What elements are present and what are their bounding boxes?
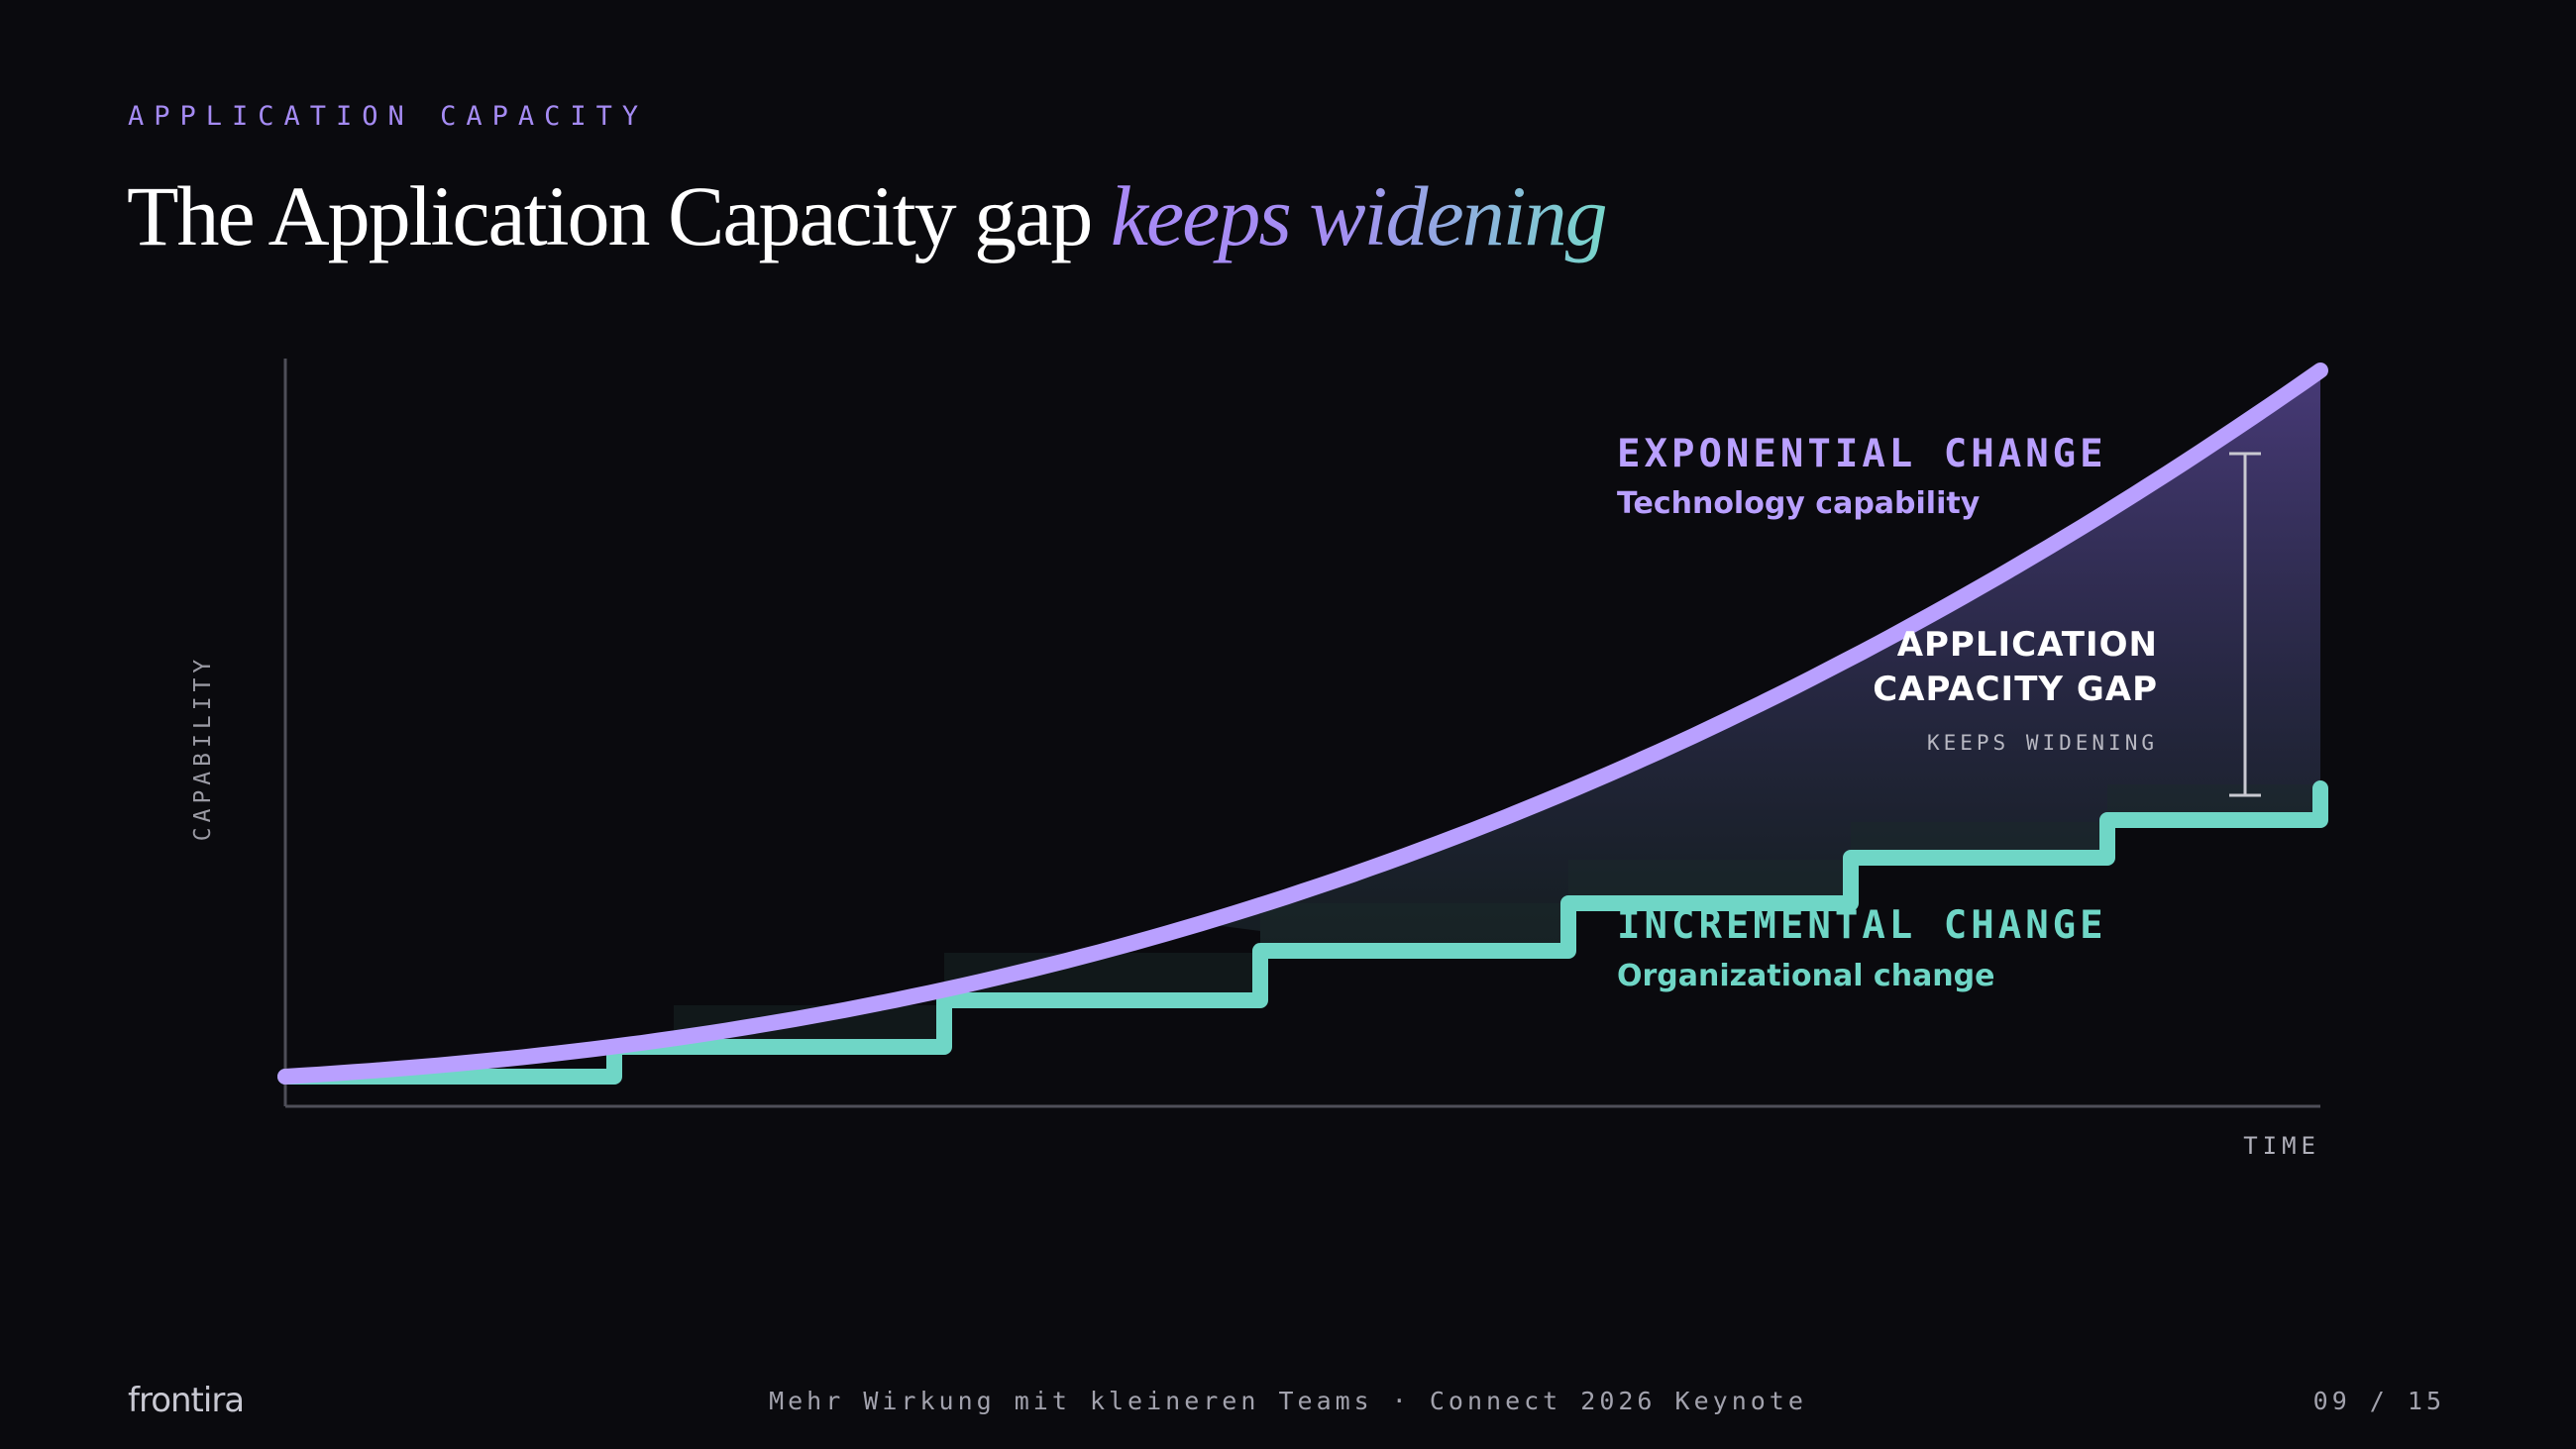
footer-caption: Mehr Wirkung mit kleineren Teams · Conne… [769,1387,1807,1415]
frontira-logo: frontira [128,1381,245,1420]
incremental-change-line [277,780,2328,1085]
gap-note: KEEPS WIDENING [1927,731,2158,755]
gap-label-line1: APPLICATION [1897,625,2158,665]
exponential-sublabel: Technology capability [1617,486,1981,521]
x-axis-label: TIME [2243,1132,2320,1160]
page-number: 09 / 15 [2312,1387,2445,1415]
slide-title: The Application Capacity gap keeps widen… [127,166,1614,265]
eyebrow-label: APPLICATION CAPACITY [128,101,649,132]
exponential-label: EXPONENTIAL CHANGE [1617,432,2107,476]
title-accent: keeps widening [1111,168,1614,263]
gap-label-line2: CAPACITY GAP [1873,670,2158,709]
capacity-gap-area [1201,370,2320,951]
incremental-sublabel: Organizational change [1617,959,1995,993]
y-axis-label: CAPABILITY [190,655,216,841]
title-text: The Application Capacity gap [127,168,1093,263]
exponential-change-line [277,362,2328,1085]
gap-bracket [2229,452,2261,797]
incremental-label: INCREMENTAL CHANGE [1617,903,2107,948]
